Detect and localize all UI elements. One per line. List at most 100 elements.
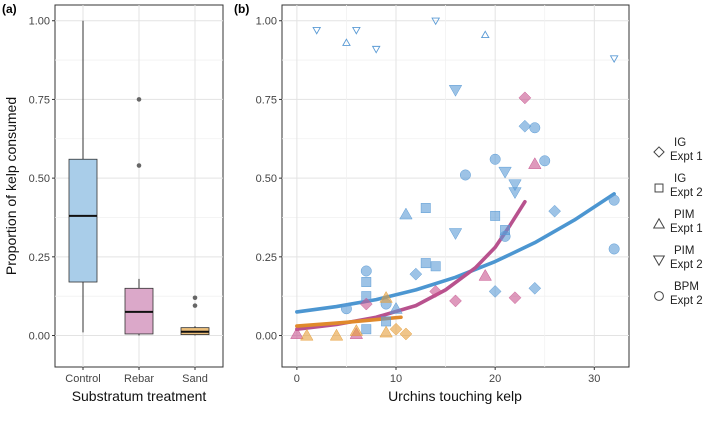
control-point-tri-down [431,17,441,26]
sand-point-tri-up [379,291,393,303]
panel-b-label: (b) [234,2,249,16]
panel-a-box-plot: 0.00 0.25 0.50 0.75 1.00 Control Rebar Sand Su… [3,4,224,404]
rebar-point-diamond [449,294,462,308]
panel-a-y-tick-label: 0.25 [29,252,50,264]
legend-label-line1: BPM [674,281,699,293]
panel-a-y-axis-title: Proportion of kelp consumed [3,97,19,275]
sand-point-tri-up [349,324,364,336]
legend-key-diamond-icon [653,146,665,158]
legend-label-line2: Expt 2 [670,259,703,271]
outlier-point [136,97,142,102]
panel-b-frame [281,4,630,368]
panel-b-y-ticks: 0.00 0.25 0.50 0.75 1.00 [256,16,282,343]
legend-entry: IG Expt 1 [653,137,703,163]
panel-a-x-tick-label: Control [65,373,100,385]
panel-b-y-tick-label: 0.00 [256,331,277,343]
outlier-point [192,303,198,308]
control-point-tri-down [448,228,463,240]
sand-point-tri-up [379,325,393,338]
control-point-square [361,324,372,335]
control-point-circle [459,169,471,181]
control-point-circle [360,265,372,277]
legend-entry: IG Expt 2 [654,173,703,199]
legend-label-line1: PIM [674,245,694,257]
control-point-square [381,316,392,327]
control-point-square [420,203,431,213]
panel-b-scatter-plot: 0.00 0.25 0.50 0.75 1.00 0 10 20 30 Urchins tou… [256,4,630,404]
control-point-tri-down [498,166,512,179]
control-point-square [361,277,372,287]
legend-key-circle-icon [654,291,664,301]
control-point-diamond [528,281,542,295]
control-point-tri-down [371,45,381,54]
panel-b-y-tick-label: 0.50 [256,173,277,185]
control-point-square [430,261,441,272]
control-point-tri-up [480,30,490,39]
panel-b-x-tick-label: 20 [489,373,501,385]
legend-label-line2: Expt 1 [670,223,703,235]
control-point-tri-down [351,27,361,35]
control-point-tri-down [448,85,463,97]
legend-entry: PIM Expt 1 [652,209,703,235]
rebar-point-diamond [508,291,522,305]
panel-b-x-ticks: 0 10 20 30 [294,367,600,385]
control-point-diamond [518,119,532,133]
legend-label-line2: Expt 2 [670,295,703,307]
legend-entry: PIM Expt 2 [652,245,703,271]
legend-label-line1: PIM [674,209,694,221]
sand-point-tri-up [329,328,344,341]
control-point-tri-down [312,27,322,35]
sand-point-tri-up [300,328,314,341]
control-point-tri-up [342,38,351,46]
control-point-diamond [409,267,423,281]
panel-b-x-tick-label: 0 [294,373,300,385]
legend: IG Expt 1 IG Expt 2 PIM Expt 1 PIM Expt 2 BPM Exp… [652,137,703,307]
panel-b-points [290,17,620,341]
panel-a-y-tick-label: 0.00 [29,331,50,343]
legend-key-tri-up-icon [652,217,666,229]
control-point-circle [340,303,352,315]
panel-b-x-axis-title: Urchins touching kelp [388,388,522,404]
panel-a-x-tick-label: Sand [182,373,208,385]
rebar-point-tri-up [528,157,542,169]
legend-key-tri-down-icon [652,255,666,267]
control-point-tri-up [389,302,403,314]
box-sand [180,295,210,336]
legend-label-line2: Expt 2 [670,187,703,199]
control-point-tri-down [609,55,619,64]
control-point-diamond [548,204,561,218]
box-rebar [124,97,154,336]
box-iqr [68,158,98,283]
control-point-circle [489,153,501,165]
control-point-circle [608,243,620,255]
legend-entry: BPM Expt 2 [654,281,703,307]
control-point-circle [499,230,511,242]
control-point-diamond [488,285,502,298]
control-point-tri-down [508,187,522,200]
panel-a-y-tick-label: 0.50 [29,173,50,185]
control-point-tri-down [508,179,522,192]
rebar-point-diamond [359,297,373,311]
legend-label-line1: IG [674,173,686,185]
rebar-point-tri-up [478,268,492,281]
panel-b-y-tick-label: 0.75 [256,94,277,106]
control-point-tri-up [399,207,413,220]
panel-b-x-tick-label: 30 [588,373,600,385]
panel-a-x-axis-title: Substratum treatment [72,388,207,404]
panel-a-boxes [68,20,210,336]
panel-a-y-ticks: 0.00 0.25 0.50 0.75 1.00 [29,16,55,343]
panel-a-x-ticks: Control Rebar Sand [65,367,208,385]
control-point-square [490,210,501,221]
sand-point-diamond [399,327,413,341]
panel-a-y-tick-label: 0.75 [29,94,50,106]
control-point-circle [529,122,541,134]
control-fit-line [295,192,616,314]
legend-label-line2: Expt 1 [670,151,703,163]
sand-point-diamond [389,322,403,336]
panel-a-y-tick-label: 1.00 [29,16,50,28]
legend-label-line1: IG [674,137,686,149]
rebar-point-diamond [429,285,443,298]
box-control [68,20,98,333]
control-point-circle [608,194,620,206]
